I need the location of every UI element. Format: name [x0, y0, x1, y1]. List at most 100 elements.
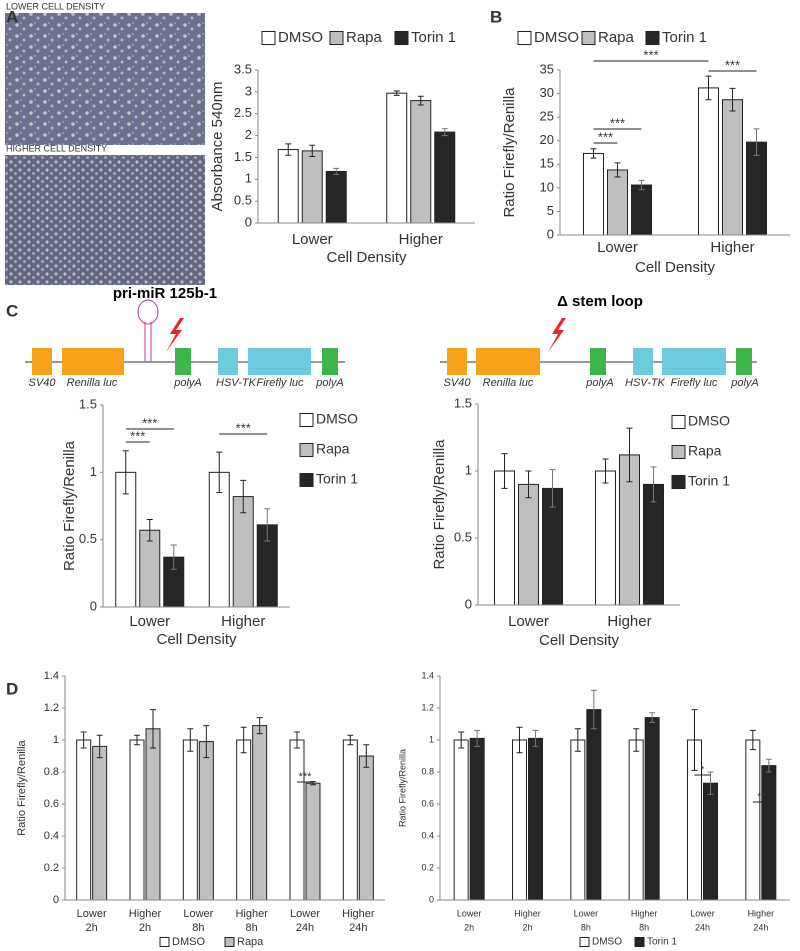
bar — [145, 728, 161, 901]
y-tick-label: 0.8 — [421, 766, 434, 776]
error-bar — [633, 728, 640, 752]
error-bar — [649, 712, 656, 723]
error-bar — [122, 450, 129, 495]
y-tick-label: 1.4 — [421, 670, 434, 680]
legend-label: Torin 1 — [411, 29, 456, 46]
bar — [92, 745, 108, 901]
y-tick-label: 0.6 — [44, 798, 59, 810]
y-tick-label: 0 — [245, 214, 252, 229]
x-tick-label: Higher — [342, 908, 375, 920]
y-tick-label: 0.4 — [44, 830, 59, 842]
legend-swatch — [224, 937, 235, 947]
legend-label: Torin 1 — [316, 471, 358, 487]
x-tick-label: 8h — [246, 922, 258, 934]
error-bar — [574, 728, 581, 752]
construct-label: HSV-TK — [625, 377, 666, 389]
error-bar — [590, 148, 597, 159]
error-bar — [347, 734, 354, 746]
bar — [607, 169, 628, 236]
error-bar — [765, 758, 772, 773]
legend-label: Torin 1 — [662, 29, 707, 46]
error-bar — [614, 162, 621, 178]
bar — [434, 131, 456, 224]
legend-swatch — [671, 445, 686, 459]
x-tick-label: Higher — [710, 239, 754, 256]
bar — [722, 99, 743, 236]
error-bar — [294, 731, 300, 749]
significance-label: *** — [299, 771, 313, 783]
error-bar — [691, 709, 698, 771]
significance-label: *** — [725, 57, 740, 72]
legend-swatch — [581, 31, 596, 45]
construct-label: SV40 — [29, 377, 57, 389]
legend-label: DMSO — [172, 936, 205, 948]
error-bar — [393, 90, 400, 96]
construct-label: SV40 — [444, 377, 472, 389]
x-tick-label: Lower — [77, 908, 107, 920]
legend-label: Torin 1 — [647, 937, 677, 948]
x-tick-label: Higher — [607, 613, 651, 630]
y-tick-label: 20 — [540, 132, 554, 147]
x-tick-label: 2h — [139, 922, 151, 934]
y-tick-label: 2 — [245, 127, 252, 142]
gene-block — [476, 348, 540, 375]
error-bar — [264, 508, 271, 542]
bar — [325, 170, 347, 224]
panel-label: A — [6, 7, 18, 26]
error-bar — [417, 95, 424, 106]
error-bar — [549, 469, 556, 508]
significance-label: *** — [643, 47, 658, 62]
bar — [76, 739, 92, 901]
error-bar — [458, 731, 465, 749]
y-tick-label: 3 — [245, 83, 252, 98]
y-tick-label: 0 — [90, 598, 97, 613]
x-tick-label: Higher — [129, 908, 162, 920]
gene-block — [447, 348, 467, 375]
error-bar — [256, 717, 263, 735]
x-tick-label: 8h — [192, 922, 204, 934]
x-tick-label: Lower — [508, 613, 549, 630]
y-tick-label: 1.4 — [44, 670, 59, 682]
y-tick-label: 25 — [540, 109, 554, 124]
error-bar — [240, 479, 247, 514]
bar — [469, 737, 485, 901]
stem-loop — [137, 299, 159, 325]
image-caption: LOWER CELL DENSITY — [6, 1, 105, 11]
error-bar — [203, 725, 210, 759]
gene-block — [62, 348, 124, 375]
bar — [643, 483, 664, 606]
significance-label: *** — [142, 415, 157, 430]
y-tick-label: 0.6 — [421, 798, 434, 808]
legend-swatch — [261, 31, 276, 45]
bar — [182, 739, 198, 901]
legend-swatch — [634, 937, 645, 947]
error-bar — [638, 179, 645, 191]
error-bar — [602, 458, 609, 484]
y-tick-label: 0 — [465, 596, 472, 611]
y-axis-label: Ratio Firefly/Renilla — [16, 739, 28, 835]
y-tick-label: 0.5 — [454, 529, 472, 544]
error-bar — [96, 734, 103, 759]
legend-swatch — [394, 31, 409, 45]
bar — [745, 739, 761, 901]
x-tick-label: Lower — [183, 908, 213, 920]
gene-block — [736, 348, 752, 375]
error-bar — [753, 128, 760, 156]
x-tick-label: 24h — [296, 922, 314, 934]
error-bar — [707, 771, 714, 795]
bar — [410, 100, 432, 224]
significance-label: * — [701, 764, 705, 774]
x-tick-label: Lower — [292, 231, 333, 248]
bar — [252, 725, 268, 901]
y-tick-label: 2.5 — [234, 105, 252, 120]
y-tick-label: 1.5 — [234, 149, 252, 164]
y-tick-label: 0.5 — [79, 531, 97, 546]
error-bar — [626, 427, 633, 483]
panel-label: D — [6, 679, 18, 698]
legend-label: DMSO — [688, 413, 730, 429]
error-bar — [187, 728, 194, 752]
bar — [595, 470, 616, 606]
x-axis-label: Cell Density — [156, 631, 237, 648]
legend-swatch — [299, 413, 314, 427]
